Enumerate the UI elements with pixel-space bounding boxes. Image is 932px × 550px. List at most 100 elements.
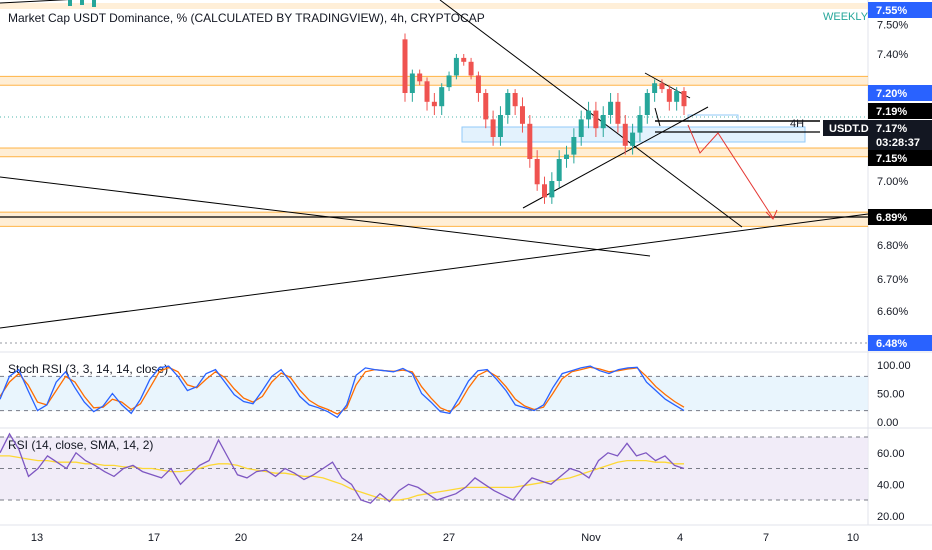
rsi-line [0, 432, 685, 504]
price-label-badge [868, 209, 932, 225]
candle-body [600, 115, 606, 129]
candle-body [615, 101, 621, 124]
price-label-badge [868, 335, 932, 351]
x-tick-label: 27 [443, 532, 455, 544]
stoch-y-tick: 50.00 [877, 389, 905, 401]
candle-body [630, 132, 636, 146]
x-tick-label: 13 [31, 532, 43, 544]
x-tick-label: 4 [677, 532, 683, 544]
rsi-y-tick: 40.00 [877, 479, 905, 491]
candle-body [681, 91, 687, 107]
candle-body [490, 119, 496, 137]
price-label: 7.15% [876, 153, 907, 165]
price-label: 6.48% [876, 338, 907, 350]
price-label-badge [868, 85, 932, 101]
projection-path [687, 124, 774, 219]
interval-annotation: 4H [790, 118, 804, 130]
top-zone [0, 3, 868, 9]
trend-line [0, 176, 651, 257]
candle-body [68, 0, 72, 6]
stoch-y-tick: 100.00 [877, 360, 911, 372]
x-tick-label: 7 [763, 532, 769, 544]
candle-body [80, 0, 84, 5]
candle-body [578, 119, 584, 137]
candle-body [637, 115, 643, 133]
stoch-k-line [0, 365, 685, 419]
price-label-badge [868, 120, 932, 136]
candle-body [446, 75, 452, 88]
candle-body [512, 93, 518, 107]
candle-body [92, 0, 96, 7]
candle-body [593, 110, 599, 129]
candle-body [527, 123, 533, 159]
trend-line [0, 213, 869, 329]
timeframe-badge[interactable]: WEEKLY [823, 11, 869, 23]
rsi-sma-line [0, 455, 684, 501]
chart-title: Market Cap USDT Dominance, % (CALCULATED… [8, 11, 485, 25]
price-label-badge [868, 2, 932, 18]
candle-body [519, 106, 525, 124]
candle-body [674, 91, 680, 102]
price-label: 7.19% [876, 106, 907, 118]
symbol-tag-label: USDT.D [829, 123, 869, 135]
y-tick-label: 6.70% [877, 274, 908, 286]
price-label-badge [868, 134, 932, 150]
candle-body [534, 159, 540, 185]
support-resistance-zone [0, 76, 868, 86]
y-tick-label: 7.40% [877, 49, 908, 61]
candle-body [666, 89, 672, 102]
candle-body [497, 115, 503, 137]
x-tick-label: Nov [581, 532, 601, 544]
x-tick-label: 20 [235, 532, 247, 544]
blue-range-box [687, 114, 739, 122]
candle-body [417, 73, 423, 82]
price-label: 03:28:37 [876, 137, 920, 149]
price-label: 7.17% [876, 123, 907, 135]
candle-body [564, 154, 570, 159]
support-resistance-zone [0, 212, 868, 227]
candle-body [461, 57, 467, 62]
price-label-badge [868, 103, 932, 119]
candle-body [409, 73, 415, 93]
candle-body [402, 39, 408, 93]
candle-body [468, 61, 474, 76]
candle-body [644, 93, 650, 115]
candle-body [659, 83, 665, 90]
candle-body [424, 81, 430, 102]
trend-line [654, 107, 661, 127]
y-tick-label: 6.80% [877, 240, 908, 252]
candle-body [549, 181, 555, 198]
candle-body [608, 101, 614, 115]
candle-body [586, 110, 592, 120]
rsi-y-tick: 60.00 [877, 448, 905, 460]
candle-body [439, 87, 445, 107]
y-tick-label: 6.60% [877, 306, 908, 318]
x-tick-label: 10 [847, 532, 859, 544]
candle-body [556, 159, 562, 181]
candle-body [475, 75, 481, 93]
price-label: 6.89% [876, 212, 907, 224]
stoch-title: Stoch RSI (3, 3, 14, 14, close) [8, 362, 168, 376]
price-label: 7.55% [876, 5, 907, 17]
y-tick-label: 7.50% [877, 20, 908, 32]
candle-body [542, 184, 547, 198]
candle-body [453, 57, 459, 76]
price-label: 7.20% [876, 88, 907, 100]
candle-body [652, 83, 658, 93]
rsi-title: RSI (14, close, SMA, 14, 2) [8, 438, 153, 452]
candle-body [571, 137, 577, 155]
symbol-tag [823, 120, 868, 136]
candle-body [505, 93, 511, 115]
y-tick-label: 7.00% [877, 176, 908, 188]
candle-body [431, 101, 437, 107]
rsi-y-tick: 20.00 [877, 511, 905, 523]
support-resistance-zone [0, 148, 868, 157]
projection-arrow [765, 209, 778, 220]
candle-body [483, 93, 489, 120]
x-tick-label: 17 [148, 532, 160, 544]
trend-line [0, 0, 71, 4]
price-label-badge [868, 150, 932, 166]
x-tick-label: 24 [351, 532, 363, 544]
candle-body [622, 123, 628, 146]
